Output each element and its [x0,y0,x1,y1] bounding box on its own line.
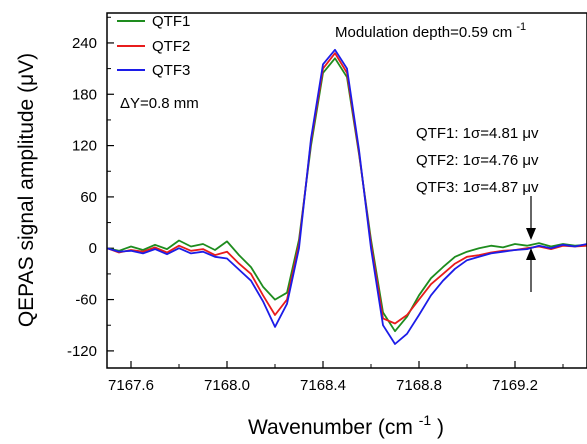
y-tick-label: -120 [67,343,97,360]
legend-label-qtf2: QTF2 [152,38,190,55]
y-tick-label: -60 [75,292,97,309]
noise-arrows [526,196,536,292]
y-tick-label: 120 [72,138,97,155]
series-lines [106,48,587,345]
x-tick-label: 7167.6 [108,377,154,394]
series-line-qtf3 [106,48,587,345]
x-tick-label: 7168.8 [396,377,442,394]
modulation-depth-annotation: Modulation depth=0.59 cm -1 [335,21,526,41]
modulation-depth-text: Modulation depth=0.59 cm [335,24,512,41]
x-axis-title-text: Wavenumber (cm [248,416,413,439]
modulation-depth-unit-sup: -1 [516,21,526,33]
y-tick-label: 0 [89,240,97,257]
arrow-down-head [526,228,536,240]
sigma-qtf1: QTF1: 1σ=4.81 μv [416,125,539,142]
delta-y-annotation: ΔY=0.8 mm [120,95,199,112]
plot-frame [106,12,587,369]
y-tick-label: 60 [80,189,97,206]
y-axis-title: QEPAS signal amplitude (μV) [15,53,38,327]
x-tick-label: 7169.2 [492,377,538,394]
sigma-qtf2: QTF2: 1σ=4.76 μv [416,152,539,169]
legend-label-qtf1: QTF1 [152,13,190,30]
x-tick-label: 7168.4 [300,377,346,394]
y-tick-label: 240 [72,35,97,52]
arrow-up-head [526,248,536,260]
legend-label-qtf3: QTF3 [152,62,190,79]
x-axis-title: Wavenumber (cm -1 ) [248,407,444,439]
x-axis-title-end: ) [437,416,444,439]
tick-labels: 7167.6 7168.0 7168.4 7168.8 7169.2 -120 -60 0 60… [67,35,538,394]
x-axis-title-sup: -1 [419,412,432,428]
legend: QTF1 QTF2 QTF3 [117,13,190,79]
y-tick-label: 180 [72,86,97,103]
sigma-qtf3: QTF3: 1σ=4.87 μv [416,179,539,196]
x-tick-label: 7168.0 [204,377,250,394]
